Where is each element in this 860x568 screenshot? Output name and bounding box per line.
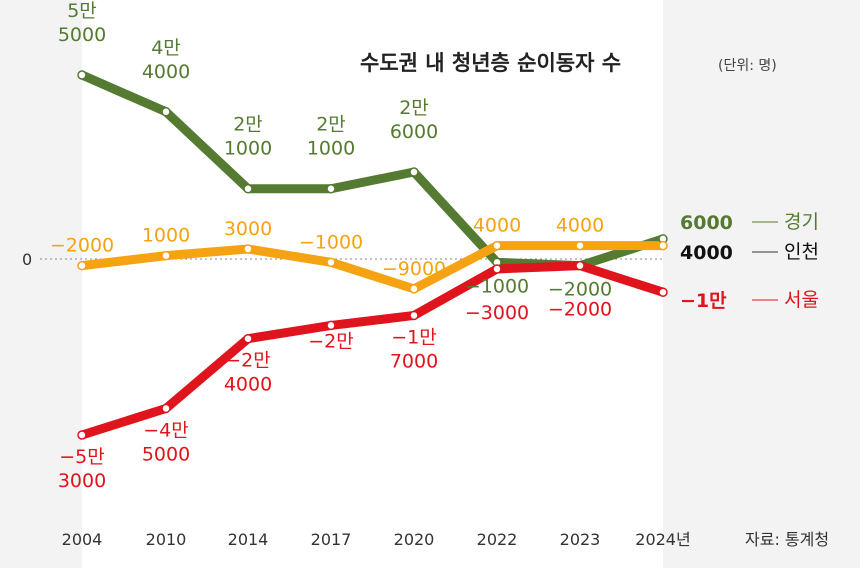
data-point	[161, 250, 171, 261]
data-label: 3000	[224, 218, 272, 240]
data-label: −2만	[308, 330, 354, 352]
data-point	[161, 107, 171, 117]
data-label: −2000	[548, 299, 612, 321]
data-point	[243, 333, 253, 344]
data-label: −9000	[382, 258, 446, 280]
data-label: −2만 4000	[224, 350, 272, 396]
plot-background	[82, 0, 663, 568]
end-value-label: 4000	[680, 242, 733, 264]
data-point	[409, 284, 419, 294]
data-label: 4만 4000	[142, 37, 190, 83]
data-label: −1000	[465, 275, 529, 297]
data-label: 5만 5000	[58, 0, 106, 46]
data-label: −3000	[465, 302, 529, 324]
data-point	[243, 244, 253, 254]
data-point	[77, 260, 87, 271]
data-point	[658, 240, 668, 251]
end-value-label: −1만	[680, 290, 727, 312]
data-point	[77, 70, 87, 80]
data-label: 2만 1000	[307, 114, 355, 160]
data-label: −2000	[548, 279, 612, 301]
x-tick-label: 2023	[560, 530, 601, 549]
data-label: 4000	[473, 215, 521, 237]
data-label: −1000	[299, 231, 363, 253]
x-tick-label: 2017	[311, 530, 352, 549]
data-point	[658, 287, 668, 297]
data-label: −2000	[50, 235, 114, 257]
series-line-인천	[77, 241, 668, 294]
data-point	[492, 264, 502, 274]
data-point	[492, 240, 502, 251]
data-point	[326, 183, 336, 194]
data-point	[575, 240, 585, 251]
zero-tick-label: 0	[22, 250, 32, 269]
x-tick-label: 2024년	[635, 530, 690, 549]
data-point	[161, 403, 171, 414]
chart-title: 수도권 내 청년층 순이동자 수	[360, 51, 621, 75]
data-label: 1000	[142, 225, 190, 247]
legend-label: 경기	[784, 211, 819, 233]
data-label: −4만 5000	[142, 419, 190, 465]
series-line-서울	[77, 261, 668, 440]
data-point	[326, 257, 336, 268]
legend-label: 인천	[784, 241, 819, 263]
data-label: −5만 3000	[58, 446, 106, 492]
data-label: −1만 7000	[390, 326, 438, 372]
x-tick-label: 2014	[228, 530, 269, 549]
chart-source: 자료: 통계청	[745, 530, 829, 549]
data-point	[409, 167, 419, 177]
data-point	[326, 320, 336, 331]
data-point	[575, 260, 585, 271]
chart-unit: (단위: 명)	[718, 58, 777, 74]
legend-label: 서울	[784, 289, 819, 311]
data-label: 4000	[556, 215, 604, 237]
x-tick-label: 2010	[146, 530, 187, 549]
data-point	[243, 183, 253, 194]
data-label: 2만 1000	[224, 114, 272, 160]
x-tick-label: 2004	[62, 530, 103, 549]
data-point	[409, 310, 419, 321]
x-tick-label: 2022	[477, 530, 518, 549]
end-value-label: 6000	[680, 212, 733, 234]
data-point	[77, 430, 87, 440]
data-label: 2만 6000	[390, 97, 438, 143]
x-tick-label: 2020	[394, 530, 435, 549]
